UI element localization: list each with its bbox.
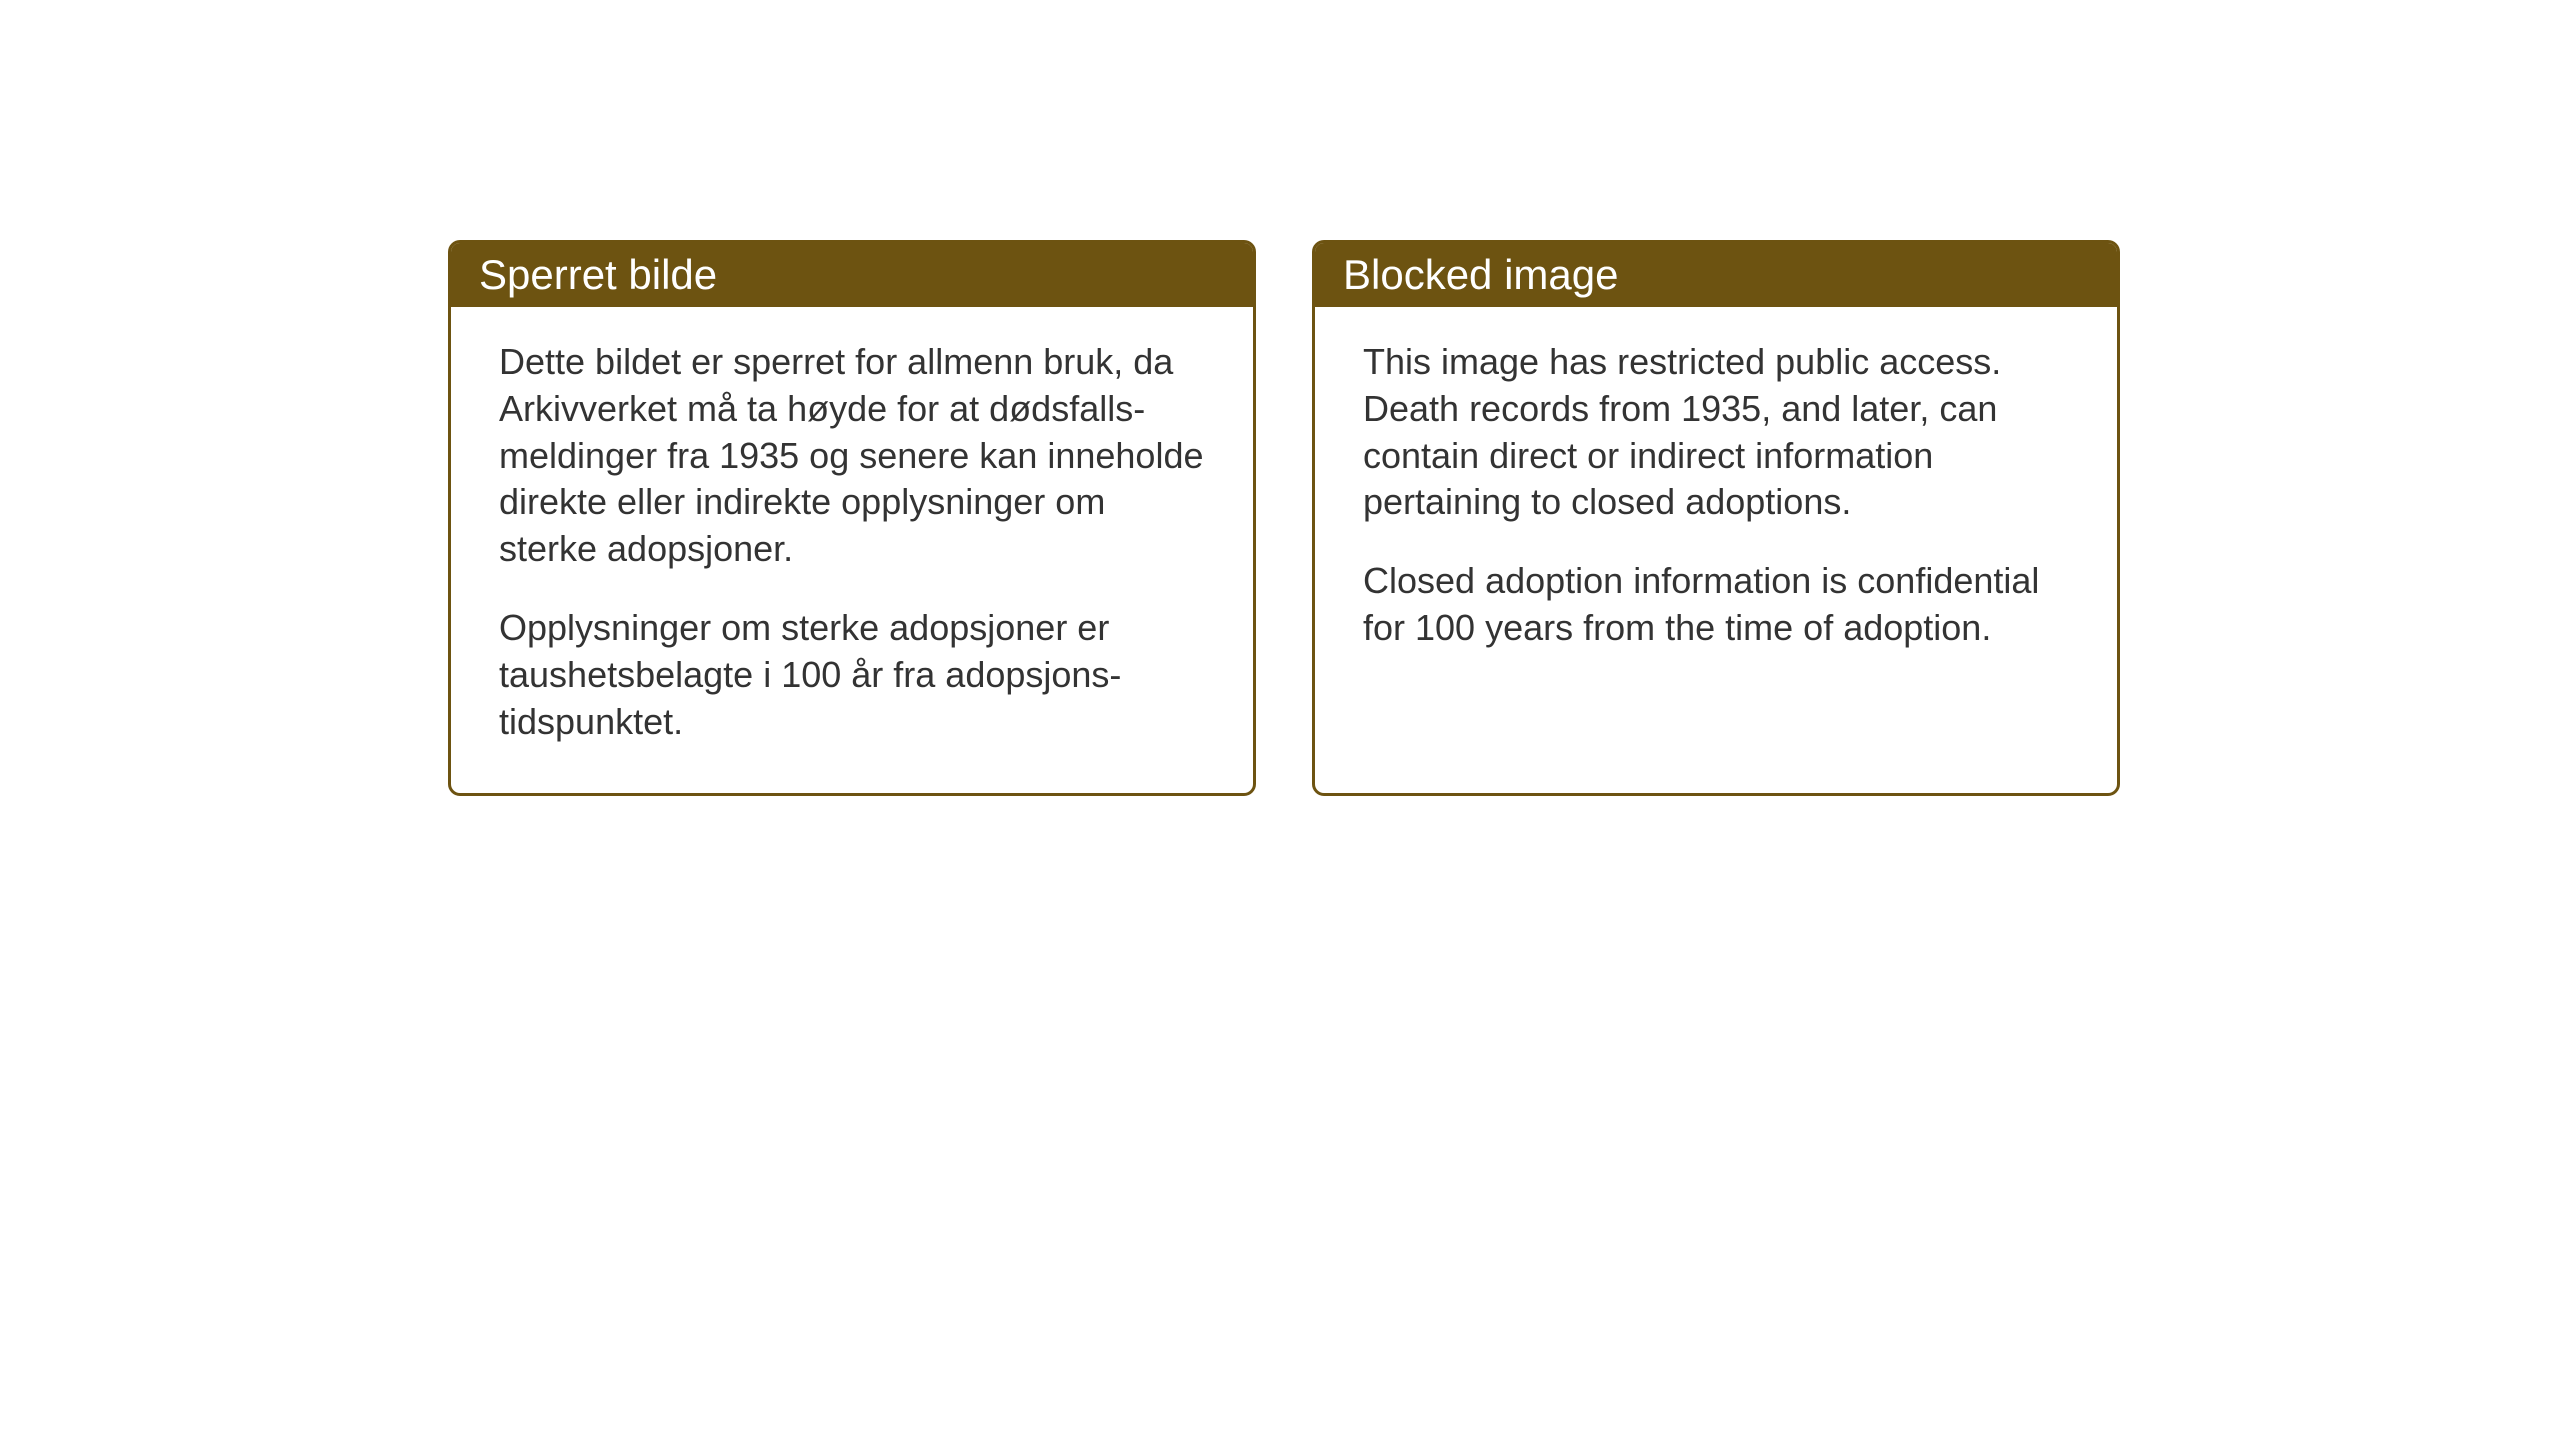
notice-paragraph: Dette bildet er sperret for allmenn bruk… <box>499 339 1205 573</box>
notice-body-english: This image has restricted public access.… <box>1315 307 2117 700</box>
notice-paragraph: Opplysninger om sterke adopsjoner er tau… <box>499 605 1205 745</box>
notice-paragraph: This image has restricted public access.… <box>1363 339 2069 526</box>
notice-container: Sperret bilde Dette bildet er sperret fo… <box>448 240 2120 796</box>
notice-header-english: Blocked image <box>1315 243 2117 307</box>
notice-box-english: Blocked image This image has restricted … <box>1312 240 2120 796</box>
notice-paragraph: Closed adoption information is confident… <box>1363 558 2069 652</box>
notice-box-norwegian: Sperret bilde Dette bildet er sperret fo… <box>448 240 1256 796</box>
notice-body-norwegian: Dette bildet er sperret for allmenn bruk… <box>451 307 1253 793</box>
notice-header-norwegian: Sperret bilde <box>451 243 1253 307</box>
